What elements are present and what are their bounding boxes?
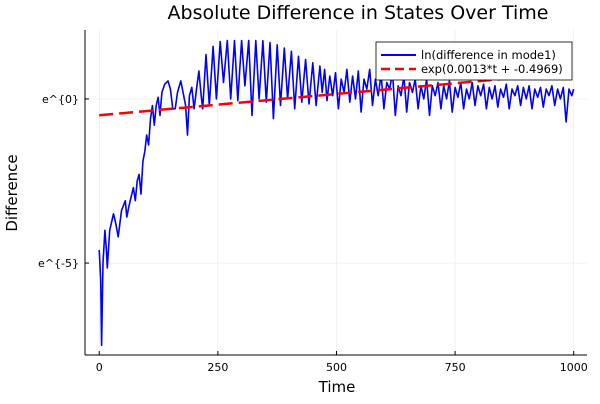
y-tick-label: e^{0} <box>42 93 79 106</box>
x-tick-label: 250 <box>207 361 228 374</box>
legend-label-series-1: ln(difference in mode1) <box>421 48 556 62</box>
x-tick-label: 750 <box>445 361 466 374</box>
x-axis-label: Time <box>318 378 356 396</box>
series-lines <box>98 39 575 346</box>
y-tick-label: e^{-5} <box>38 257 79 270</box>
x-tick-label: 0 <box>96 361 103 374</box>
series-line-1 <box>98 39 575 346</box>
legend: ln(difference in mode1) exp(0.0013*t + -… <box>375 41 573 81</box>
y-axis-label: Difference <box>3 154 21 231</box>
legend-box <box>375 41 573 81</box>
x-tick-label: 1000 <box>560 361 588 374</box>
chart-title: Absolute Difference in States Over Time <box>168 2 549 24</box>
x-tick-label: 500 <box>326 361 347 374</box>
ticks: 0 250 500 750 1000 e^{0} e^{-5} <box>38 93 588 374</box>
legend-label-series-2: exp(0.0013*t + -0.4969) <box>421 62 563 76</box>
